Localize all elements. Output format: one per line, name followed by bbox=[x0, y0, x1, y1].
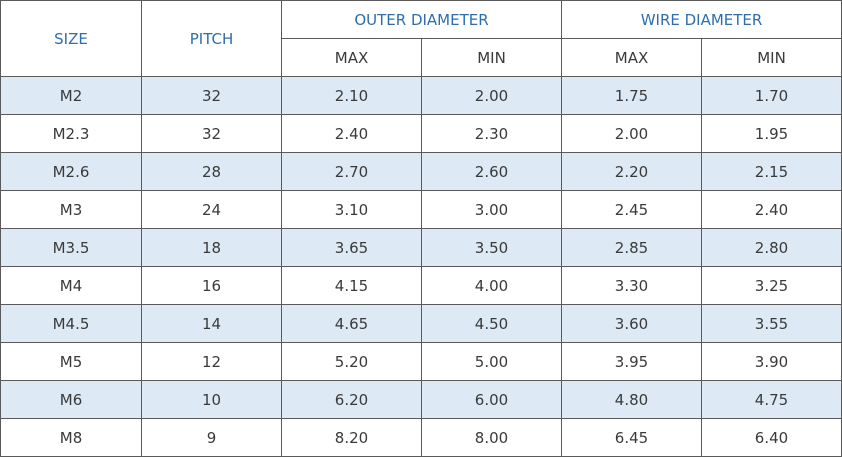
data-cell: 4.75 bbox=[700, 380, 842, 419]
data-cell: 4.50 bbox=[421, 304, 562, 343]
data-cell: 2.00 bbox=[561, 114, 702, 153]
data-row: M3 24 3.10 3.00 2.45 2.40 bbox=[0, 190, 842, 229]
data-cell: 3.25 bbox=[700, 266, 842, 305]
data-cell: 5.20 bbox=[281, 342, 422, 381]
data-cell: 2.10 bbox=[281, 76, 422, 115]
header-row: SIZE PITCH OUTER DIAMETER WIRE DIAMETER bbox=[0, 0, 842, 77]
data-cell: 2.45 bbox=[561, 190, 702, 229]
data-cell: 2.15 bbox=[700, 152, 842, 191]
data-cell: 2.00 bbox=[421, 76, 562, 115]
subheader-row: MAX MIN MAX MIN bbox=[1, 38, 842, 77]
data-cell: M2.6 bbox=[0, 152, 142, 191]
data-row: M4.5 14 4.65 4.50 3.60 3.55 bbox=[0, 304, 842, 343]
data-cell: 6.00 bbox=[421, 380, 562, 419]
data-cell: 3.50 bbox=[421, 228, 562, 267]
data-cell: 1.95 bbox=[700, 114, 842, 153]
data-cell: 2.80 bbox=[700, 228, 842, 267]
data-cell: 8.00 bbox=[421, 418, 562, 457]
data-cell: 3.65 bbox=[281, 228, 422, 267]
data-cell: 6.40 bbox=[700, 418, 842, 457]
data-cell: M3.5 bbox=[0, 228, 142, 267]
subheader-cell: MIN bbox=[700, 38, 842, 77]
data-cell: 6.20 bbox=[281, 380, 422, 419]
data-cell: 2.20 bbox=[561, 152, 702, 191]
data-cell: 28 bbox=[141, 152, 282, 191]
data-cell: 3.30 bbox=[561, 266, 702, 305]
data-cell: 2.40 bbox=[700, 190, 842, 229]
data-cell: M4.5 bbox=[0, 304, 142, 343]
data-cell: 14 bbox=[141, 304, 282, 343]
data-row: M3.5 18 3.65 3.50 2.85 2.80 bbox=[0, 228, 842, 267]
header-cell: SIZE bbox=[0, 0, 142, 77]
data-cell: 32 bbox=[141, 114, 282, 153]
data-cell: 32 bbox=[141, 76, 282, 115]
data-row: M6 10 6.20 6.00 4.80 4.75 bbox=[0, 380, 842, 419]
data-cell: 3.10 bbox=[281, 190, 422, 229]
subheader-cell: MAX bbox=[281, 38, 422, 77]
data-cell: 2.70 bbox=[281, 152, 422, 191]
data-cell: 9 bbox=[141, 418, 282, 457]
data-cell: 18 bbox=[141, 228, 282, 267]
data-cell: 8.20 bbox=[281, 418, 422, 457]
data-cell: M2 bbox=[0, 76, 142, 115]
data-cell: 4.00 bbox=[421, 266, 562, 305]
data-cell: 3.55 bbox=[700, 304, 842, 343]
data-cell: 6.45 bbox=[561, 418, 702, 457]
data-cell: 10 bbox=[141, 380, 282, 419]
subheader-cell: MIN bbox=[421, 38, 562, 77]
data-cell: M4 bbox=[0, 266, 142, 305]
data-cell: 3.95 bbox=[561, 342, 702, 381]
data-cell: 16 bbox=[141, 266, 282, 305]
data-cell: 4.65 bbox=[281, 304, 422, 343]
header-cell: PITCH bbox=[141, 0, 282, 77]
data-row: M2.3 32 2.40 2.30 2.00 1.95 bbox=[0, 114, 842, 153]
data-cell: M3 bbox=[0, 190, 142, 229]
data-cell: 2.40 bbox=[281, 114, 422, 153]
data-cell: M6 bbox=[0, 380, 142, 419]
data-row: M8 9 8.20 8.00 6.45 6.40 bbox=[0, 418, 842, 457]
data-cell: M5 bbox=[0, 342, 142, 381]
data-row: M2.6 28 2.70 2.60 2.20 2.15 bbox=[0, 152, 842, 191]
header-cell: OUTER DIAMETER bbox=[281, 0, 562, 39]
data-row: M5 12 5.20 5.00 3.95 3.90 bbox=[0, 342, 842, 381]
data-cell: 1.70 bbox=[700, 76, 842, 115]
data-cell: 2.85 bbox=[561, 228, 702, 267]
data-cell: 24 bbox=[141, 190, 282, 229]
data-row: M4 16 4.15 4.00 3.30 3.25 bbox=[0, 266, 842, 305]
data-row: M2 32 2.10 2.00 1.75 1.70 bbox=[0, 76, 842, 115]
data-cell: 5.00 bbox=[421, 342, 562, 381]
data-cell: M8 bbox=[0, 418, 142, 457]
data-cell: M2.3 bbox=[0, 114, 142, 153]
header-cell: WIRE DIAMETER bbox=[560, 0, 842, 39]
data-cell: 2.60 bbox=[421, 152, 562, 191]
data-cell: 3.60 bbox=[561, 304, 702, 343]
data-cell: 4.15 bbox=[281, 266, 422, 305]
data-cell: 2.30 bbox=[421, 114, 562, 153]
data-cell: 12 bbox=[141, 342, 282, 381]
data-cell: 3.90 bbox=[700, 342, 842, 381]
data-cell: 1.75 bbox=[561, 76, 702, 115]
subheader-cell: MAX bbox=[561, 38, 702, 77]
data-cell: 3.00 bbox=[421, 190, 562, 229]
data-cell: 4.80 bbox=[561, 380, 702, 419]
